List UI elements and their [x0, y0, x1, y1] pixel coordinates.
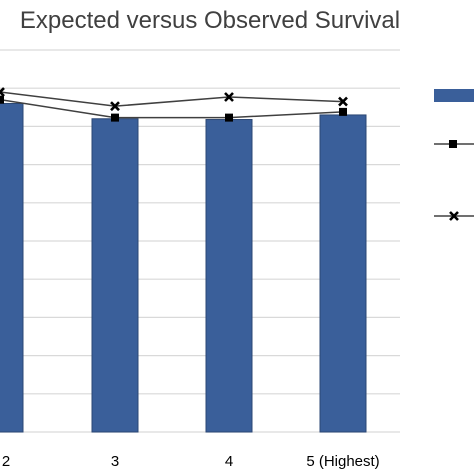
- x-tick-label: 4: [225, 453, 233, 470]
- chart-title: Expected versus Observed Survival: [20, 7, 400, 34]
- square-marker: [225, 113, 233, 122]
- square-marker: [339, 107, 347, 116]
- x-marker: [0, 87, 5, 97]
- bars: [0, 102, 367, 433]
- bar: [205, 119, 253, 433]
- x-marker: [224, 92, 234, 102]
- square-marker: [0, 95, 4, 104]
- legend-square-marker: [449, 140, 457, 148]
- x-tick-labels: 2 3 4 5 (Highest): [2, 453, 380, 470]
- series-line: [0, 91, 344, 107]
- x-tick-label: 5 (Highest): [306, 453, 379, 470]
- bar: [0, 102, 24, 433]
- marker-stroke: [0, 87, 5, 94]
- marker-stroke: [224, 92, 234, 102]
- series-lines: [0, 87, 348, 122]
- marker-stroke: [110, 101, 120, 112]
- x-tick-label: 3: [111, 453, 119, 470]
- marker-stroke: [338, 96, 348, 107]
- legend-bar-swatch: [434, 89, 474, 102]
- legend: [434, 89, 474, 221]
- marker-stroke: [449, 211, 459, 221]
- x-tick-label: 2: [2, 453, 10, 470]
- square-marker: [111, 113, 119, 122]
- bar: [91, 118, 139, 433]
- x-marker: [110, 101, 120, 112]
- marker-stroke: [0, 90, 5, 97]
- legend-x-marker: [449, 211, 459, 221]
- x-marker: [338, 96, 348, 107]
- gridlines: [0, 49, 400, 433]
- bar: [319, 114, 367, 433]
